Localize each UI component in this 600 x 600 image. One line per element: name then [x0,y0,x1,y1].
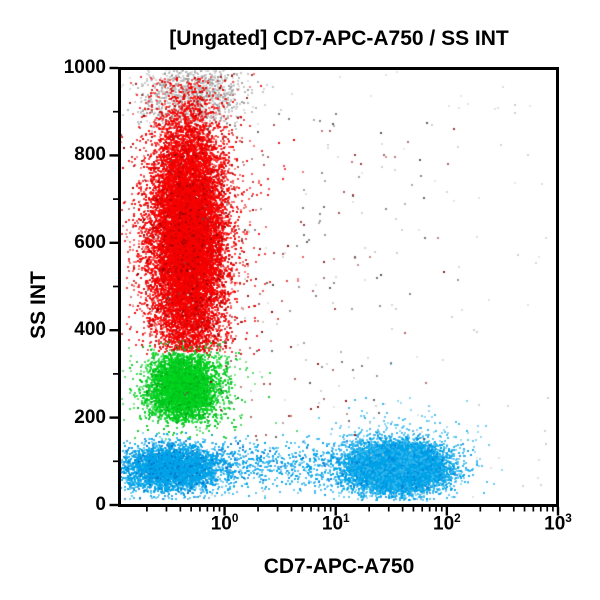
plot-frame [118,67,559,507]
x-tick-label: 102 [433,512,461,535]
x-axis-label: CD7-APC-A750 [263,555,415,578]
y-tick-label: 200 [74,406,106,428]
x-tick-label: 100 [210,512,239,535]
y-tick-label: 400 [74,319,106,341]
x-tick-label: 101 [321,512,350,535]
y-tick-label: 0 [95,494,106,515]
x-tick-label: 103 [544,512,572,535]
axis-ticks [109,66,560,516]
plot-title: [Ungated] CD7-APC-A750 / SS INT [169,27,509,50]
y-tick-label: 800 [74,144,106,166]
y-tick-label: 1000 [63,57,106,78]
y-tick-label: 600 [74,231,106,253]
scatter-plot-canvas [119,68,558,505]
